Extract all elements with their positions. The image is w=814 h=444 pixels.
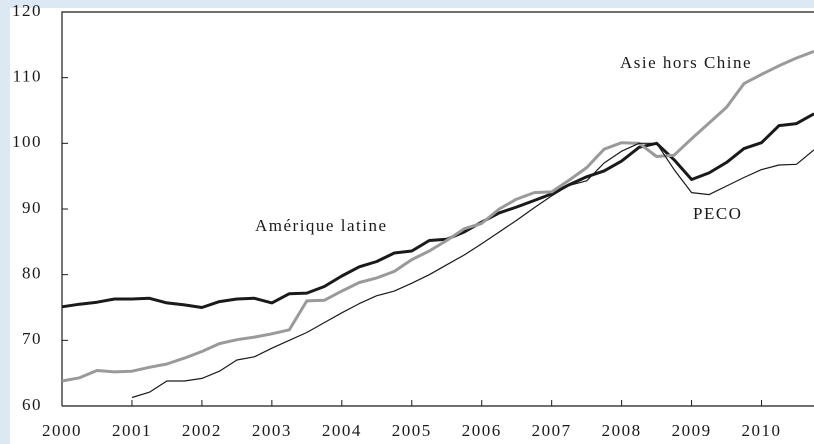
y-tick-label: 110 xyxy=(13,67,42,86)
y-tick-label: 120 xyxy=(12,1,42,20)
series-label: Amérique latine xyxy=(255,216,388,235)
x-tick-label: 2004 xyxy=(322,421,362,440)
series-line xyxy=(61,112,814,309)
y-tick-label: 60 xyxy=(22,395,42,414)
x-tick-label: 2005 xyxy=(392,421,432,440)
x-tick-label: 2007 xyxy=(532,421,572,440)
y-tick-label: 90 xyxy=(22,198,42,217)
y-tick-label: 70 xyxy=(22,329,42,348)
series-line xyxy=(131,142,814,399)
x-tick-label: 2009 xyxy=(672,421,712,440)
series-label: Asie hors Chine xyxy=(620,53,752,72)
y-tick-label: 100 xyxy=(12,132,42,151)
x-tick-label: 2003 xyxy=(252,421,292,440)
x-tick-label: 2001 xyxy=(112,421,152,440)
series-label: PECO xyxy=(693,204,742,223)
x-tick-label: 2000 xyxy=(42,421,82,440)
x-tick-label: 2002 xyxy=(182,421,222,440)
x-tick-label: 2006 xyxy=(462,421,502,440)
chart-background xyxy=(10,8,814,444)
x-tick-label: 2008 xyxy=(602,421,642,440)
x-tick-label: 2010 xyxy=(742,421,782,440)
series-line xyxy=(61,49,814,383)
y-tick-label: 80 xyxy=(22,264,42,283)
